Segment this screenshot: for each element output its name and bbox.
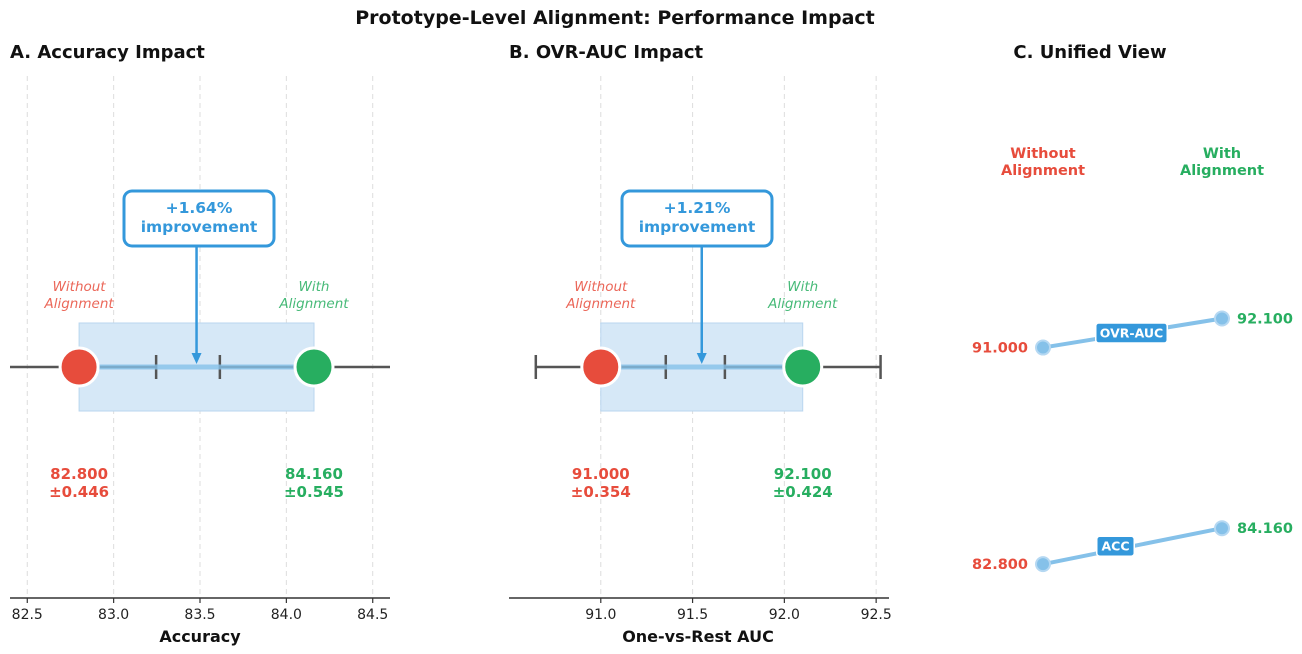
improvement-annotation: +1.21% improvement: [639, 199, 756, 236]
panel-a-plot: 82.5 83.0 83.5 84.0 84.5 Without Alignment With…: [10, 76, 390, 623]
annotation-box: [122, 189, 276, 248]
right-header: With Alignment: [1180, 146, 1264, 179]
panel-b: B. OVR-AUC Impact 91.0 91.5 92.0 92.5 Withou…: [509, 42, 892, 646]
improvement-annotation: +1.64% improvement: [141, 199, 258, 236]
x-tick-label: 92.0: [769, 607, 800, 623]
annotation-arrowhead: [191, 353, 202, 364]
panel-a: A. Accuracy Impact 82.5 83.0 83.5 84.0 84.5 W…: [10, 42, 390, 646]
without-value: 82.800: [972, 557, 1028, 573]
with-marker: [782, 346, 824, 388]
with-value-label: 84.160 ±0.545: [284, 465, 344, 501]
metric-tag-label: ACC: [1101, 539, 1129, 554]
panel-b-title: B. OVR-AUC Impact: [509, 42, 704, 63]
x-tick-label: 91.0: [585, 607, 616, 623]
panel-c-title: C. Unified View: [1013, 42, 1166, 63]
with-label: With Alignment: [278, 279, 349, 312]
panel-a-xlabel: Accuracy: [159, 627, 241, 646]
figure-title: Prototype-Level Alignment: Performance I…: [355, 7, 875, 29]
without-value: 91.000: [972, 341, 1028, 357]
with-point: [1214, 520, 1230, 537]
without-point: [1035, 556, 1051, 573]
x-tick-label: 83.5: [184, 607, 215, 623]
without-label: Without Alignment: [565, 279, 636, 312]
x-tick-label: 92.5: [861, 607, 892, 623]
without-marker: [58, 346, 100, 388]
with-value: 92.100: [1237, 311, 1293, 327]
x-tick-label: 84.0: [271, 607, 302, 623]
x-tick-label: 83.0: [98, 607, 129, 623]
x-tick-label: 82.5: [12, 607, 43, 623]
annotation-arrowhead: [696, 353, 707, 364]
panel-a-title: A. Accuracy Impact: [10, 42, 205, 63]
with-label: With Alignment: [767, 279, 838, 312]
metric-tag-box: [1095, 322, 1168, 344]
panel-c-plot: Without Alignment With Alignment 91.000 92.10…: [972, 146, 1293, 573]
without-point: [1035, 339, 1051, 356]
without-label: Without Alignment: [44, 279, 115, 312]
with-value-label: 92.100 ±0.424: [773, 465, 833, 501]
without-marker: [580, 346, 622, 388]
metric-tag-box: [1096, 535, 1135, 557]
without-value-label: 82.800 ±0.446: [49, 465, 109, 501]
panel-c: C. Unified View Without Alignment With Alig…: [972, 42, 1293, 573]
without-value-label: 91.000 ±0.354: [571, 465, 631, 501]
with-value: 84.160: [1237, 521, 1293, 537]
left-header: Without Alignment: [1001, 146, 1085, 179]
metric-tag-label: OVR-AUC: [1100, 326, 1163, 341]
x-tick-label: 91.5: [677, 607, 708, 623]
panel-b-xlabel: One-vs-Rest AUC: [622, 627, 774, 646]
x-tick-label: 84.5: [357, 607, 388, 623]
panel-b-plot: 91.0 91.5 92.0 92.5 Without Alignment With Alig…: [509, 76, 892, 623]
annotation-box: [620, 189, 774, 248]
with-point: [1214, 310, 1230, 327]
with-marker: [293, 346, 335, 388]
